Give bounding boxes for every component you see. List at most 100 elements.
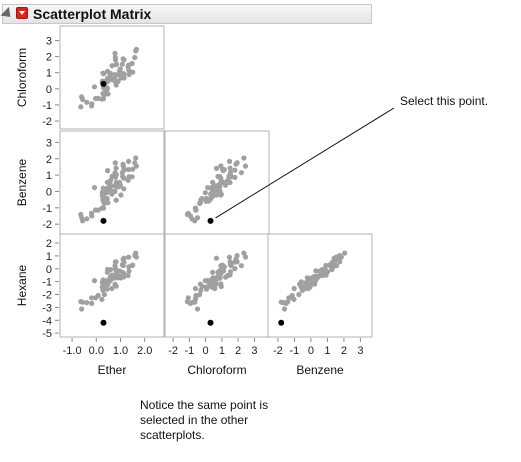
- note-text: Notice the same point is selected in the…: [140, 398, 269, 442]
- data-point: [232, 167, 238, 173]
- data-point: [197, 281, 203, 287]
- data-point: [194, 306, 201, 312]
- report-title: Scatterplot Matrix: [33, 6, 152, 22]
- data-point: [213, 165, 220, 171]
- data-point: [101, 200, 107, 206]
- x-tick-label: 1: [219, 345, 225, 357]
- data-point: [130, 166, 136, 172]
- data-point: [105, 281, 111, 287]
- data-point: [112, 160, 118, 166]
- data-point: [101, 92, 107, 98]
- y-axis-label: Chloroform: [15, 48, 29, 107]
- x-tick-label: -1.0: [63, 345, 82, 357]
- y-tick-label: 3: [46, 36, 52, 48]
- data-point: [105, 168, 111, 174]
- data-point: [120, 256, 126, 262]
- data-point: [79, 306, 85, 312]
- callout-leader-line: [215, 107, 395, 219]
- red-triangle-menu-icon[interactable]: [16, 7, 28, 19]
- data-point: [218, 263, 224, 269]
- data-point: [113, 165, 119, 171]
- data-point: [197, 291, 203, 298]
- data-point: [193, 295, 199, 301]
- data-point: [331, 259, 338, 265]
- data-point: [91, 278, 98, 284]
- data-point: [317, 272, 323, 278]
- data-point: [192, 299, 198, 305]
- data-point: [113, 72, 119, 78]
- data-point: [213, 275, 220, 281]
- data-point: [126, 62, 132, 68]
- data-point: [107, 277, 114, 283]
- data-point: [89, 300, 95, 306]
- y-tick-label: -1: [42, 100, 52, 112]
- data-point: [93, 207, 99, 213]
- data-point: [213, 255, 220, 261]
- data-point: [185, 295, 191, 301]
- data-point: [217, 268, 223, 274]
- data-point: [126, 264, 132, 270]
- data-point: [117, 66, 123, 72]
- data-point: [130, 262, 136, 268]
- data-point: [109, 173, 115, 179]
- x-tick-label: 1.0: [113, 345, 128, 357]
- data-point: [227, 179, 233, 186]
- data-point: [126, 174, 132, 180]
- x-tick-label: 0.0: [89, 345, 104, 357]
- data-point: [210, 179, 216, 185]
- data-point: [232, 266, 238, 272]
- data-point: [192, 285, 199, 292]
- selected-data-point: [100, 80, 107, 87]
- data-point: [80, 299, 86, 305]
- data-point: [291, 285, 297, 292]
- data-point: [84, 300, 90, 306]
- data-point: [120, 163, 126, 169]
- data-point: [313, 268, 319, 274]
- y-tick-label: -3: [42, 302, 52, 314]
- data-point: [226, 158, 233, 164]
- data-point: [213, 192, 220, 198]
- y-tick-label: 2: [46, 154, 52, 166]
- x-tick-label: 2: [235, 345, 241, 357]
- data-point: [120, 56, 126, 62]
- data-point: [79, 94, 85, 100]
- data-point: [233, 256, 239, 262]
- data-point: [125, 272, 131, 279]
- data-point: [221, 167, 227, 173]
- data-point: [241, 155, 247, 161]
- data-point: [133, 250, 139, 256]
- data-point: [112, 188, 118, 194]
- data-point: [126, 71, 132, 78]
- data-point: [89, 101, 95, 107]
- y-tick-label: 1: [46, 170, 52, 182]
- y-axis-label: Benzene: [15, 158, 29, 206]
- x-axis-label: Ether: [98, 363, 127, 377]
- y-tick-label: 2: [46, 52, 52, 64]
- data-point: [223, 182, 229, 188]
- data-point: [238, 263, 244, 269]
- plot-frame-2-0: [59, 233, 165, 338]
- data-point: [193, 207, 199, 213]
- x-tick-label: 0: [308, 345, 314, 357]
- data-point: [242, 254, 249, 260]
- data-point: [93, 295, 99, 301]
- y-tick-label: 1: [46, 68, 52, 80]
- y-tick-label: 1: [46, 251, 52, 263]
- data-point: [120, 263, 126, 269]
- data-point: [108, 267, 114, 273]
- data-point: [203, 198, 209, 204]
- data-point: [281, 306, 288, 312]
- y-tick-label: -2: [42, 219, 52, 231]
- data-point: [133, 254, 139, 260]
- data-point: [198, 287, 204, 293]
- data-point: [133, 163, 139, 169]
- data-point: [286, 295, 292, 301]
- data-point: [101, 284, 107, 290]
- data-point: [227, 165, 233, 171]
- data-point: [310, 278, 316, 284]
- data-point: [217, 184, 223, 190]
- data-point: [210, 278, 216, 284]
- data-point: [113, 184, 119, 190]
